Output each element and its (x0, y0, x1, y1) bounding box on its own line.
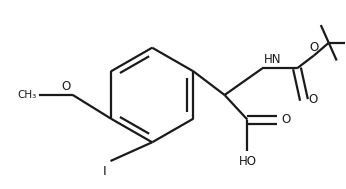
Text: O: O (281, 113, 290, 126)
Text: CH₃: CH₃ (18, 90, 37, 100)
Text: O: O (62, 80, 71, 93)
Text: HO: HO (238, 155, 256, 168)
Text: O: O (308, 93, 317, 106)
Text: HN: HN (264, 53, 282, 66)
Text: O: O (309, 41, 318, 54)
Text: I: I (103, 165, 107, 178)
